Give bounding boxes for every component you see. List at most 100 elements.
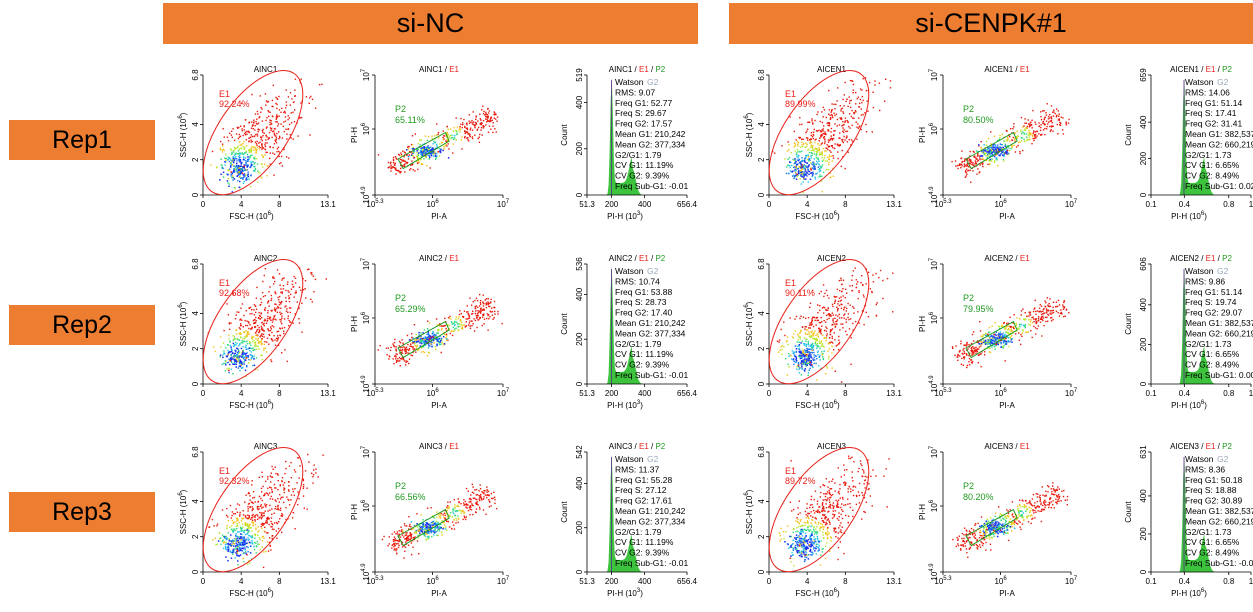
scatter-dot (816, 130, 819, 132)
scatter-dot (275, 521, 278, 524)
scatter-dot (242, 514, 245, 516)
scatter-dot (839, 132, 841, 134)
scatter-dot (286, 496, 288, 498)
scatter-dot (294, 89, 296, 91)
scatter-dot (884, 100, 886, 102)
scatter-dot (1007, 139, 1009, 141)
scatter-dot (1033, 131, 1035, 133)
scatter-dot (453, 138, 455, 140)
scatter-dot (463, 511, 466, 513)
scatter-dot (387, 545, 389, 547)
scatter-dot (979, 158, 981, 161)
scatter-dot (787, 158, 789, 160)
scatter-dot (818, 163, 820, 165)
scatter-dot (222, 542, 225, 544)
scatter-dot (247, 503, 250, 505)
scatter-dot (267, 550, 270, 552)
scatter-dot (1048, 121, 1050, 123)
scatter-dot (457, 515, 459, 517)
scatter-dot (998, 149, 1000, 152)
scatter-dot (408, 348, 411, 350)
scatter-dot (969, 169, 971, 172)
scatter-dot (803, 142, 805, 145)
scatter-dot (808, 173, 810, 176)
scatter-dot (285, 310, 288, 312)
scatter-dot (437, 338, 440, 341)
scatter-dot (285, 518, 287, 521)
scatter-dot (256, 507, 259, 509)
scatter-dot (387, 161, 390, 164)
scatter-dot (832, 155, 834, 157)
scatter-dot (248, 358, 250, 361)
scatter-dot (990, 160, 993, 162)
scatter-dot (398, 340, 401, 343)
stats-line: Mean G1: 210,242 (615, 318, 686, 328)
scatter-dot (317, 476, 319, 478)
p2-gate-label: P2 (395, 481, 406, 491)
scatter-dot (453, 509, 455, 511)
scatter-dot (480, 493, 482, 496)
scatter-dot (820, 152, 823, 154)
scatter-dot (278, 95, 280, 98)
scatter-dot (394, 338, 396, 341)
scatter-dot (279, 507, 282, 509)
scatter-dot (274, 487, 276, 489)
scatter-dot (403, 164, 405, 166)
stats-line: Freq G1: 53.88 (615, 287, 672, 297)
scatter-dot (872, 106, 875, 109)
scatter-dot (260, 487, 263, 490)
scatter-dot (1060, 122, 1062, 124)
scatter-dot (416, 523, 418, 525)
scatter-dot (292, 322, 294, 324)
scatter-dot (233, 549, 235, 552)
scatter-dot (427, 351, 430, 354)
scatter-dot (425, 528, 427, 530)
scatter-dot (846, 141, 848, 143)
scatter-dot (410, 537, 413, 539)
scatter-dot (241, 152, 243, 154)
scatter-dot (248, 524, 250, 526)
scatter-dot (432, 521, 434, 523)
scatter-dot (482, 294, 484, 296)
scatter-dot (796, 164, 798, 166)
y-tick-label: 0 (191, 381, 200, 386)
scatter-dot (402, 150, 404, 152)
scatter-dot (261, 316, 263, 319)
scatter-dot (975, 150, 978, 152)
scatter-dot (296, 482, 298, 484)
scatter-dot (869, 81, 871, 84)
scatter-dot (243, 148, 245, 150)
scatter-dot (437, 131, 440, 134)
scatter-dot (387, 167, 389, 169)
x-axis-label: PI-H (103) (607, 588, 643, 598)
scatter-dot (403, 523, 406, 525)
scatter-dot (817, 149, 819, 152)
scatter-dot (229, 550, 231, 553)
scatter-dot (225, 360, 227, 362)
scatter-dot (264, 503, 266, 505)
scatter-dot (443, 135, 446, 137)
scatter-dot (392, 166, 395, 168)
scatter-dot (395, 348, 397, 350)
scatter-dot (437, 328, 439, 331)
scatter-dot (290, 112, 292, 114)
scatter-dot (285, 128, 287, 130)
scatter-dot (458, 505, 460, 508)
scatter-dot (816, 151, 818, 153)
scatter-dot (255, 148, 257, 151)
scatter-dot (814, 119, 816, 122)
scatter-dot (422, 151, 424, 153)
scatter-dot (436, 332, 438, 334)
scatter-dot (1040, 111, 1042, 113)
scatter-dot (1009, 128, 1012, 130)
scatter-dot (490, 117, 492, 119)
scatter-dot (265, 522, 267, 524)
scatter-dot (258, 476, 260, 478)
scatter-dot (418, 157, 420, 159)
scatter-dot (808, 170, 811, 173)
scatter-dot (271, 325, 273, 327)
scatter-dot (267, 300, 269, 303)
scatter-dot (268, 330, 270, 332)
scatter-dot (426, 150, 429, 153)
scatter-dot (1000, 147, 1003, 149)
